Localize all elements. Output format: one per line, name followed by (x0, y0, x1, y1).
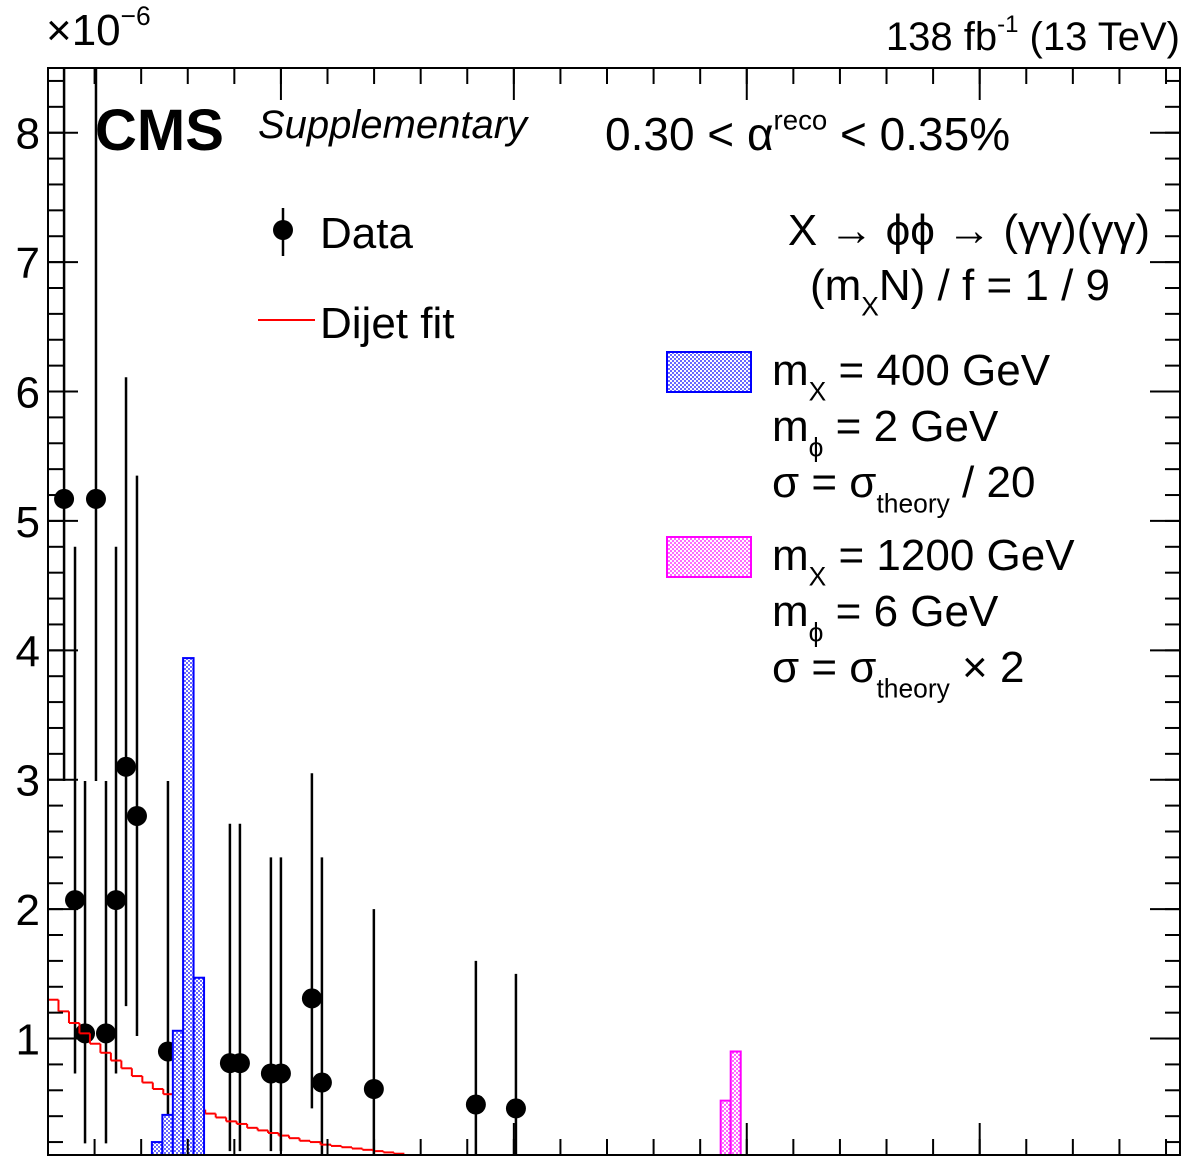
text-part: σ = σ (772, 643, 876, 692)
data-point (301, 988, 322, 1009)
data-point (85, 488, 106, 509)
signal-bar (171, 1029, 185, 1155)
script-text: reco (774, 104, 828, 135)
signal-bar (719, 1099, 732, 1155)
legend-swatch (666, 536, 752, 578)
legend-label: mϕ = 2 GeV (772, 402, 999, 462)
frame (47, 67, 1181, 1156)
text-part: / 20 (950, 458, 1036, 507)
plot-area (48, 68, 742, 1155)
process: X → ϕϕ → (γγ)(γγ) (788, 206, 1150, 255)
selection: 0.30 < αreco < 0.35% (605, 104, 1010, 160)
data-point (116, 756, 137, 777)
data-point (54, 488, 75, 509)
script-text: ϕ (809, 617, 824, 647)
text-part: m (772, 402, 809, 451)
script-text: X (809, 376, 827, 406)
y-tick-label: 5 (16, 498, 40, 547)
y-tick-label: 4 (16, 627, 40, 676)
text-part: = 2 GeV (823, 402, 999, 451)
legend-swatch (666, 351, 752, 393)
data-point (465, 1094, 486, 1115)
text-part: = 1200 GeV (826, 531, 1075, 580)
text-part: ×10 (46, 6, 121, 55)
text-part: < 0.35% (827, 108, 1010, 160)
text-part: (13 TeV) (1018, 15, 1180, 59)
text-part: 0.30 < α (605, 108, 774, 160)
script-text: −6 (121, 1, 151, 31)
ratio: (mXN) / f = 1 / 9 (810, 261, 1110, 321)
script-text: -1 (997, 11, 1018, 38)
y-tick-label: 6 (16, 369, 40, 418)
lumi: 138 fb-1 (13 TeV) (886, 11, 1180, 59)
text-part: 138 fb (886, 15, 997, 59)
data-point (311, 1072, 332, 1093)
y-tick-label: 1 (16, 1016, 40, 1065)
legend-label: mX = 1200 GeV (772, 531, 1075, 591)
text-part: m (772, 531, 809, 580)
signal-bar (192, 976, 206, 1155)
legend-label: σ = σtheory / 20 (772, 458, 1035, 518)
data-point (126, 805, 147, 826)
script-text: X (861, 291, 879, 321)
y-tick-label: 3 (16, 757, 40, 806)
script-text: X (809, 561, 827, 591)
y-tick-label: 2 (16, 886, 40, 935)
text-part: m (772, 346, 809, 395)
text-part: σ = σ (772, 458, 876, 507)
text-part: (m (810, 261, 861, 310)
y-tick-label: 7 (16, 239, 40, 288)
signal-bar (182, 657, 195, 1155)
experiment: CMS (95, 98, 224, 163)
overlay: 1 2 3 4 5 6 7 8 ×10−6 138 fb-1 (13 TeV) CMS Supplem… (16, 1, 1180, 1155)
data-point (270, 1063, 291, 1084)
script-text: theory (876, 488, 950, 518)
legend-marker (273, 220, 293, 240)
script-text: ϕ (809, 432, 824, 462)
text-part: × 2 (950, 643, 1025, 692)
script-text: theory (876, 673, 950, 703)
text-part: m (772, 587, 809, 636)
data-point (106, 890, 127, 911)
data-point (363, 1079, 384, 1100)
legend-label: Dijet fit (320, 299, 454, 348)
legend-label: Data (320, 209, 413, 258)
data-point (65, 890, 86, 911)
text-part: = 400 GeV (826, 346, 1050, 395)
data-point (505, 1098, 526, 1119)
signal-bar (161, 1113, 174, 1155)
data-point (229, 1053, 250, 1074)
status: Supplementary (258, 103, 530, 147)
text-part: = 6 GeV (823, 587, 999, 636)
text-part: N) / f = 1 / 9 (879, 261, 1110, 310)
data-point (95, 1023, 116, 1044)
signal-bar (729, 1050, 742, 1155)
y-tick-label: 8 (16, 110, 40, 159)
multiplier: ×10−6 (46, 1, 151, 55)
legend-label: mϕ = 6 GeV (772, 587, 999, 647)
legend-label: mX = 400 GeV (772, 346, 1051, 406)
legend-label: σ = σtheory × 2 (772, 643, 1024, 703)
